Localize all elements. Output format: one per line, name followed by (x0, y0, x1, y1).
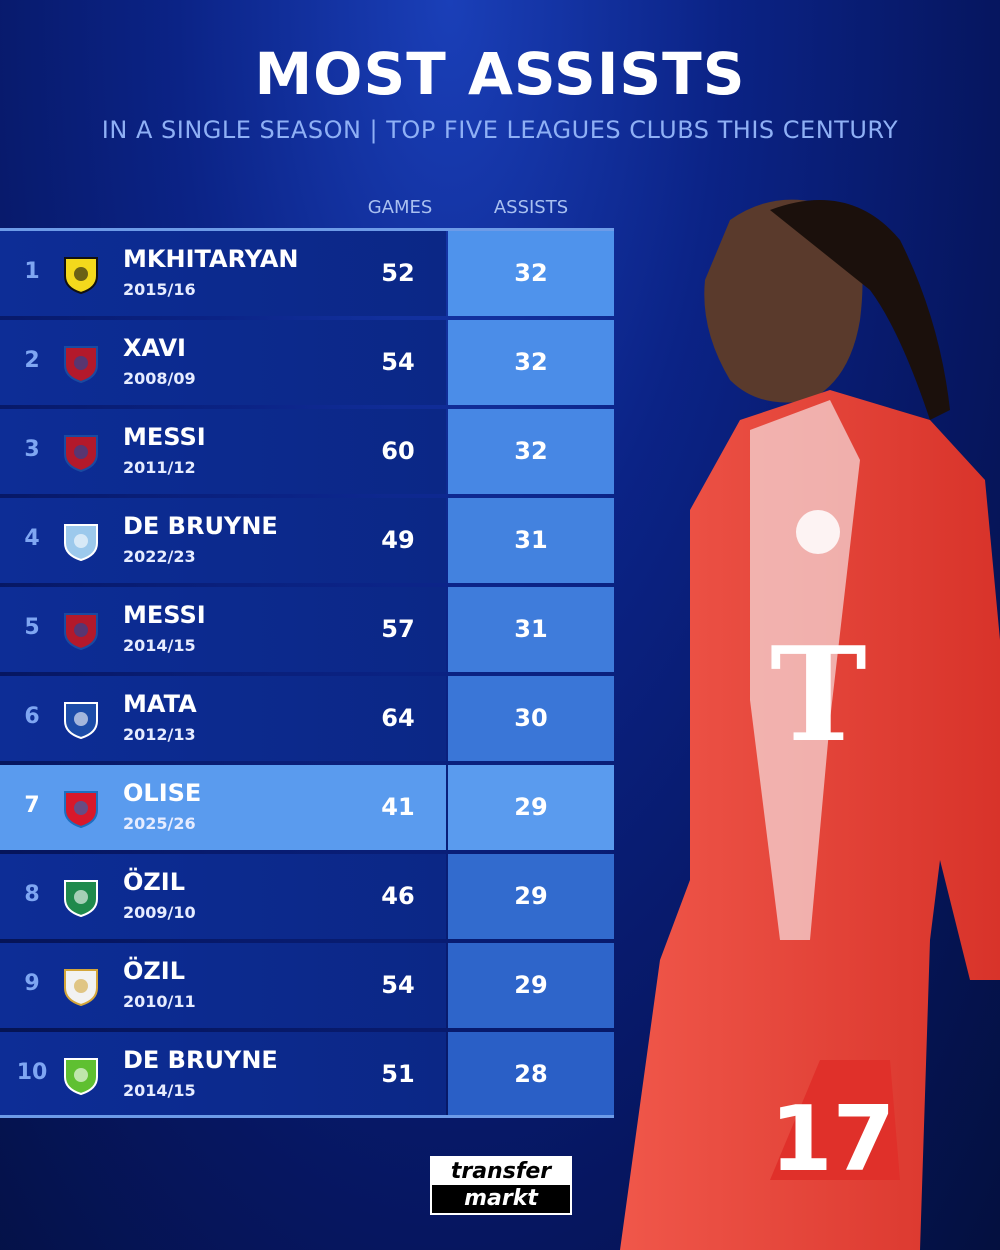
assists-value: 32 (514, 259, 548, 287)
assists-value: 28 (514, 1060, 548, 1088)
table-row: 2 XAVI 2008/09 54 32 (0, 320, 614, 405)
season: 2010/11 (123, 992, 196, 1011)
table-row: 5 MESSI 2014/15 57 31 (0, 587, 614, 672)
games-value: 54 (381, 971, 415, 999)
table-bottom-divider (0, 1115, 614, 1118)
season: 2009/10 (123, 903, 196, 922)
player-name: MATA (123, 690, 197, 718)
assists-cell-bg (448, 765, 614, 850)
assists-cell-bg (448, 320, 614, 405)
table-row: 6 MATA 2012/13 64 30 (0, 676, 614, 761)
assists-cell-bg (448, 676, 614, 761)
table-row: 8 ÖZIL 2009/10 46 29 (0, 854, 614, 939)
games-value: 57 (381, 615, 415, 643)
player-name: DE BRUYNE (123, 512, 278, 540)
assists-cell-bg (448, 498, 614, 583)
table-row: 1 MKHITARYAN 2015/16 52 32 (0, 231, 614, 316)
player-name: ÖZIL (123, 868, 186, 896)
table-row: 9 ÖZIL 2010/11 54 29 (0, 943, 614, 1028)
chelsea-crest-icon (64, 702, 98, 739)
season: 2011/12 (123, 458, 196, 477)
rank-number: 5 (24, 615, 40, 640)
season: 2012/13 (123, 725, 196, 744)
assists-column-header: ASSISTS (493, 197, 569, 218)
games-value: 54 (381, 348, 415, 376)
page-subtitle: IN A SINGLE SEASON | TOP FIVE LEAGUES CL… (101, 116, 899, 144)
table-row: 4 DE BRUYNE 2022/23 49 31 (0, 498, 614, 583)
barcelona-crest-icon (64, 435, 98, 472)
games-value: 49 (381, 526, 415, 554)
season: 2014/15 (123, 1081, 196, 1100)
barcelona-crest-icon (64, 346, 98, 383)
season: 2025/26 (123, 814, 196, 833)
bayern-crest-icon (64, 791, 98, 828)
player-name: DE BRUYNE (123, 1046, 278, 1074)
player-name: MESSI (123, 423, 206, 451)
assists-value: 29 (514, 971, 548, 999)
season: 2022/23 (123, 547, 196, 566)
rank-number: 6 (24, 704, 40, 729)
assists-value: 31 (514, 615, 548, 643)
svg-text:T: T (770, 618, 867, 771)
man-city-crest-icon (64, 524, 98, 561)
barcelona-crest-icon (64, 613, 98, 650)
season: 2015/16 (123, 280, 196, 299)
assists-value: 31 (514, 526, 548, 554)
rank-number: 9 (24, 971, 40, 996)
rank-number: 10 (16, 1060, 48, 1085)
games-value: 64 (381, 704, 415, 732)
assists-cell-bg (448, 1032, 614, 1117)
season: 2014/15 (123, 636, 196, 655)
games-value: 51 (381, 1060, 415, 1088)
assists-cell-bg (448, 943, 614, 1028)
assists-cell-bg (448, 409, 614, 494)
player-photo: T 17 (620, 199, 1000, 1250)
table-row: 3 MESSI 2011/12 60 32 (0, 409, 614, 494)
player-name: XAVI (123, 334, 186, 362)
assists-value: 32 (514, 437, 548, 465)
assists-cell-bg (448, 854, 614, 939)
player-name: MKHITARYAN (123, 245, 299, 273)
player-name: ÖZIL (123, 957, 186, 985)
player-name: MESSI (123, 601, 206, 629)
assists-value: 29 (514, 882, 548, 910)
svg-text:17: 17 (770, 1087, 895, 1192)
dortmund-crest-icon (64, 257, 98, 294)
assists-value: 29 (514, 793, 548, 821)
games-value: 52 (381, 259, 415, 287)
player-name: OLISE (123, 779, 202, 807)
games-value: 46 (381, 882, 415, 910)
rank-number: 7 (24, 793, 40, 818)
rank-number: 3 (24, 437, 40, 462)
assists-value: 30 (514, 704, 548, 732)
table-row: 7 OLISE 2025/26 41 29 (0, 765, 614, 850)
werder-bremen-crest-icon (64, 880, 98, 917)
games-column-header: GAMES (367, 197, 433, 218)
table-row: 10 DE BRUYNE 2014/15 51 28 (0, 1032, 614, 1117)
assists-value: 32 (514, 348, 548, 376)
transfermarkt-logo: transfer markt (430, 1156, 572, 1215)
rank-number: 2 (24, 348, 40, 373)
season: 2008/09 (123, 369, 196, 388)
assists-cell-bg (448, 231, 614, 316)
games-value: 60 (381, 437, 415, 465)
wolfsburg-crest-icon (64, 1058, 98, 1095)
page-title: MOST ASSISTS (254, 40, 746, 108)
assists-cell-bg (448, 587, 614, 672)
rank-number: 1 (24, 259, 40, 284)
games-value: 41 (381, 793, 415, 821)
rank-number: 8 (24, 882, 40, 907)
real-madrid-crest-icon (64, 969, 98, 1006)
rank-number: 4 (24, 526, 40, 551)
table-top-divider (0, 228, 614, 231)
